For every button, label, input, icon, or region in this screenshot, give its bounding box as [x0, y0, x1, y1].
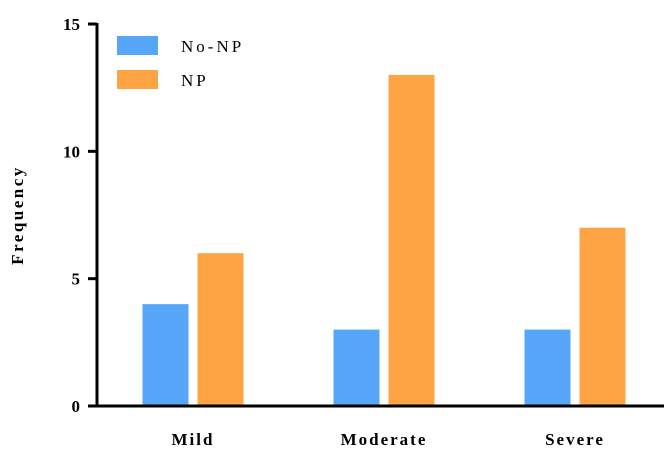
y-tick-label: 15 [63, 15, 80, 34]
legend-label: No-NP [181, 37, 244, 56]
x-tick-label: Moderate [341, 430, 428, 449]
y-axis-title: Frequency [8, 165, 27, 265]
bar-severe-no-np [524, 329, 571, 405]
y-tick-label: 10 [63, 142, 80, 161]
axes: 0 5 10 15 Mild Moderate Severe [63, 15, 664, 449]
bar-mild-np [197, 253, 244, 405]
x-tick-label: Mild [172, 430, 215, 449]
bar-severe-np [579, 227, 626, 405]
bar-moderate-no-np [333, 329, 380, 405]
y-tick-label: 0 [72, 397, 81, 416]
y-tick-label: 5 [72, 270, 81, 289]
x-tick-label: Severe [545, 430, 605, 449]
legend: No-NP NP [117, 36, 244, 90]
bars [142, 74, 626, 405]
legend-swatch [117, 36, 158, 55]
legend-swatch [117, 70, 158, 89]
legend-label: NP [181, 71, 209, 90]
bar-mild-no-np [142, 304, 189, 405]
bar-moderate-np [388, 74, 435, 405]
